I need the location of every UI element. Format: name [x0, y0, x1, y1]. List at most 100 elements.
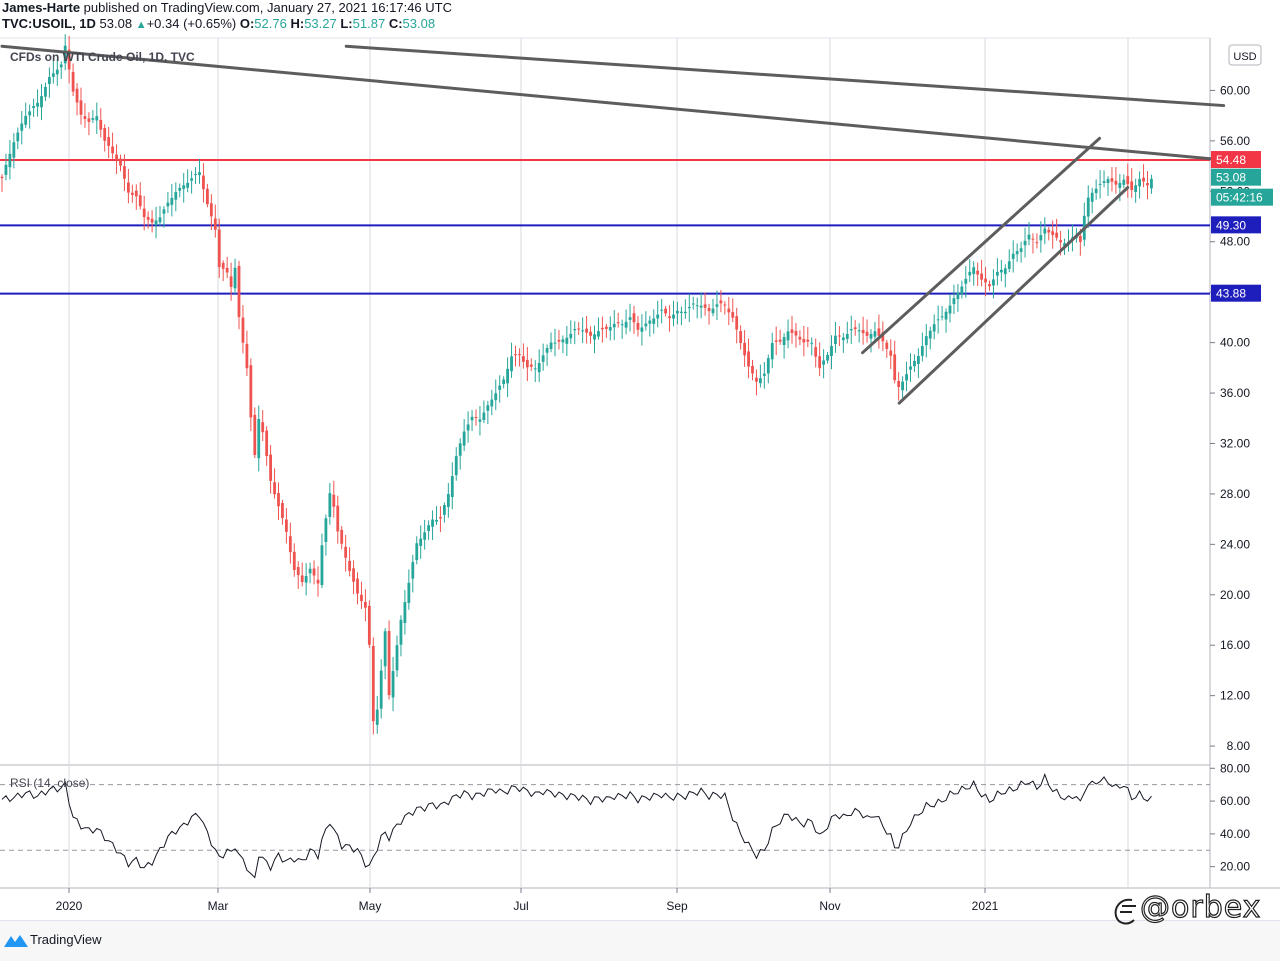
candle-body: [209, 203, 213, 217]
candle-body: [443, 505, 446, 515]
candle-body: [24, 115, 28, 125]
author-name[interactable]: James-Harte: [2, 0, 81, 15]
tradingview-logo-icon[interactable]: [4, 933, 28, 947]
candle: [506, 357, 509, 398]
price-tag: 54.48: [1211, 151, 1261, 169]
candle-body: [1110, 178, 1114, 182]
candle-body: [44, 86, 47, 97]
candle: [300, 562, 304, 587]
candle-body: [624, 321, 628, 328]
candle: [296, 561, 300, 589]
candle: [40, 83, 43, 121]
candle-body: [1031, 238, 1035, 240]
candle: [138, 182, 142, 210]
low-label: L:: [340, 16, 353, 31]
candle: [822, 349, 825, 379]
x-tick-label: 2020: [56, 899, 83, 913]
candle-body: [1086, 197, 1090, 217]
candle-body: [537, 362, 541, 373]
price-axis[interactable]: 60.0056.0052.0048.0044.0040.0036.0032.00…: [1210, 83, 1250, 874]
candle-body: [897, 381, 901, 387]
candle-body: [924, 336, 928, 346]
candle: [814, 338, 818, 368]
candle-body: [1150, 178, 1153, 189]
candle: [36, 89, 39, 117]
candle: [320, 533, 324, 589]
candle-body: [672, 314, 675, 319]
y-tick-label: 60.00: [1220, 83, 1250, 97]
candle-body: [328, 493, 332, 517]
candle: [759, 364, 762, 388]
candle-body: [399, 619, 403, 645]
candle-body: [593, 334, 596, 340]
candle: [711, 298, 715, 317]
candle-body: [751, 365, 754, 374]
candle: [127, 168, 130, 204]
candle: [1102, 170, 1106, 188]
candle-body: [324, 518, 328, 542]
candle-body: [525, 359, 529, 368]
candle: [1011, 240, 1015, 273]
symbol-label[interactable]: TVC:USOIL, 1D: [2, 16, 96, 31]
candle: [316, 566, 320, 597]
rsi-pane: [0, 773, 1210, 879]
rsi-tick-label: 80.00: [1220, 761, 1250, 775]
candle: [514, 345, 517, 367]
candle: [150, 210, 154, 233]
candle-body: [988, 284, 991, 287]
candle-body: [766, 358, 770, 374]
candle-body: [794, 330, 798, 336]
candle: [265, 426, 269, 466]
candle: [28, 104, 32, 129]
candle-body: [762, 373, 766, 376]
trendlines[interactable]: [0, 44, 1226, 405]
time-axis[interactable]: 2020 Mar May Jul Sep Nov 2021: [56, 888, 999, 913]
candle-body: [273, 482, 276, 495]
candle-body: [111, 146, 114, 154]
candle: [288, 522, 292, 564]
candle: [984, 266, 987, 297]
candle-body: [597, 331, 600, 337]
candle-body: [458, 443, 462, 456]
chart-area[interactable]: 60.0056.0052.0048.0044.0040.0036.0032.00…: [0, 0, 1280, 920]
candle-body: [383, 631, 387, 667]
candle-body: [889, 350, 893, 356]
candle-body: [352, 568, 355, 582]
currency-badge[interactable]: USD: [1228, 44, 1262, 66]
rsi-tick-label: 20.00: [1220, 860, 1250, 874]
candle-body: [1090, 192, 1094, 202]
candle-body: [1146, 183, 1149, 186]
candle: [719, 290, 723, 313]
candle-body: [300, 575, 304, 583]
candle-body: [818, 356, 822, 369]
candle-body: [664, 308, 667, 314]
candle: [581, 317, 585, 344]
candle: [1150, 174, 1153, 194]
candle-body: [774, 340, 778, 342]
candle: [537, 349, 541, 383]
candle-body: [798, 336, 802, 340]
candle-body: [186, 182, 190, 188]
candle: [826, 351, 829, 364]
y-tick-label: 12.00: [1220, 689, 1250, 703]
candle-body: [573, 329, 577, 331]
candle-body: [948, 305, 952, 314]
candle-body: [533, 368, 537, 370]
candle: [1003, 264, 1007, 288]
tradingview-brand[interactable]: TradingView: [30, 932, 102, 947]
candle: [1086, 185, 1090, 229]
candle: [834, 321, 837, 353]
rsi-tick-label: 40.00: [1220, 827, 1250, 841]
candle: [644, 311, 648, 331]
candle: [905, 361, 908, 392]
candle-body: [20, 123, 24, 131]
candle: [569, 320, 573, 344]
candle-body: [569, 333, 573, 339]
candle: [652, 309, 656, 334]
candle-body: [431, 519, 434, 527]
x-tick-label: Mar: [208, 899, 229, 913]
candle-body: [727, 308, 731, 313]
candle: [387, 620, 391, 700]
candle: [541, 343, 545, 371]
candle-body: [99, 119, 103, 130]
